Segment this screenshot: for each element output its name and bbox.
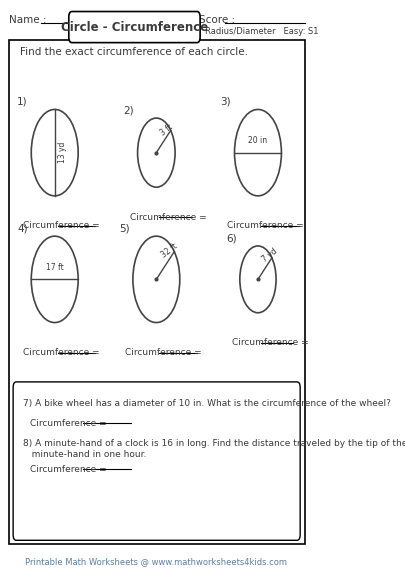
Text: 20 in: 20 in: [248, 136, 267, 145]
Text: Circumference =: Circumference =: [130, 213, 209, 222]
Text: Score :: Score :: [198, 15, 234, 25]
Text: 3): 3): [220, 97, 230, 107]
Text: 6): 6): [225, 233, 236, 243]
Text: Circumference =: Circumference =: [125, 348, 204, 357]
Text: Radius/Diameter   Easy: S1: Radius/Diameter Easy: S1: [204, 26, 318, 36]
Text: 32 ft: 32 ft: [160, 242, 179, 260]
Text: 1): 1): [17, 97, 28, 107]
Text: 7) A bike wheel has a diameter of 10 in. What is the circumference of the wheel?: 7) A bike wheel has a diameter of 10 in.…: [23, 399, 390, 408]
FancyBboxPatch shape: [9, 40, 304, 544]
Text: Circle - Circumference: Circle - Circumference: [61, 21, 208, 33]
Text: Find the exact circumference of each circle.: Find the exact circumference of each cir…: [20, 47, 248, 57]
Text: Name :: Name :: [9, 15, 47, 25]
Text: Printable Math Worksheets @ www.mathworksheets4kids.com: Printable Math Worksheets @ www.mathwork…: [25, 557, 287, 566]
Text: 7 yd: 7 yd: [260, 247, 279, 264]
Text: 2): 2): [123, 105, 134, 115]
Text: Circumference =: Circumference =: [23, 221, 103, 230]
Text: Circumference =: Circumference =: [231, 338, 311, 347]
Text: 8) A minute-hand of a clock is 16 in long. Find the distance traveled by the tip: 8) A minute-hand of a clock is 16 in lon…: [23, 439, 405, 459]
FancyBboxPatch shape: [13, 382, 299, 540]
Text: Circumference =: Circumference =: [23, 348, 103, 357]
FancyBboxPatch shape: [68, 12, 200, 43]
Text: 17 ft: 17 ft: [46, 263, 64, 272]
Text: Circumference =: Circumference =: [30, 465, 109, 474]
Text: 3 ft: 3 ft: [159, 122, 175, 137]
Text: 4): 4): [17, 223, 28, 233]
Text: Circumference =: Circumference =: [226, 221, 305, 230]
Text: Circumference =: Circumference =: [30, 419, 109, 428]
Text: 13 yd: 13 yd: [58, 142, 66, 164]
Text: 5): 5): [119, 223, 129, 233]
